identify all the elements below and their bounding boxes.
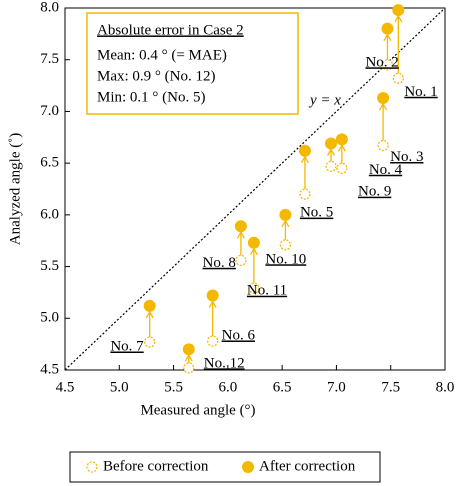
x-tick-label: 8.0 (436, 379, 455, 395)
before-point (248, 282, 260, 294)
legend (69, 451, 381, 483)
annotation-line: Mean: 0.4 ° (= MAE) (97, 47, 227, 63)
legend-marker (242, 461, 254, 473)
point-label: No. 10 (265, 251, 306, 267)
x-tick-label: 5.5 (164, 379, 183, 395)
after-point (335, 133, 348, 146)
y-tick-label: 6.0 (40, 206, 59, 222)
x-tick-label: 5.0 (110, 379, 129, 395)
after-point (182, 343, 195, 356)
point-label: No. 8 (203, 255, 236, 271)
reference-line (64, 7, 446, 371)
before-point (336, 162, 348, 174)
point-label: No. 5 (300, 205, 333, 221)
after-point (247, 236, 260, 249)
legend-marker (86, 461, 98, 473)
x-tick-label: 7.5 (381, 379, 400, 395)
x-tick-label: 4.5 (56, 379, 75, 395)
point-label: No. 11 (247, 283, 287, 299)
x-tick-label: 6.5 (273, 379, 292, 395)
after-point (377, 91, 390, 104)
point-label: No. 3 (390, 149, 423, 165)
after-point (234, 220, 247, 233)
before-point (235, 254, 247, 267)
point-label: No. 9 (358, 184, 391, 200)
annotation-title: Absolute error in Case 2 (97, 22, 244, 38)
after-point (206, 289, 219, 302)
before-point (381, 59, 394, 71)
y-tick-label: 7.0 (40, 103, 59, 119)
before-point (325, 160, 337, 172)
after-point (381, 22, 394, 35)
before-point (299, 188, 311, 200)
before-point (207, 335, 219, 347)
reference-line-label: y = x (308, 92, 341, 108)
point-label: No. 7 (110, 339, 144, 355)
y-tick-label: 5.5 (40, 258, 59, 274)
plot-frame (64, 7, 446, 371)
annotation-line: Max: 0.9 ° (No. 12) (97, 68, 215, 84)
arrow-head (249, 247, 258, 256)
after-point (143, 299, 156, 312)
before-point (279, 239, 292, 251)
after-point (298, 144, 311, 157)
before-point (377, 139, 389, 152)
point-label: No. 6 (222, 327, 256, 343)
legend-label: After correction (259, 458, 356, 474)
x-tick-label: 6.0 (218, 379, 237, 395)
x-axis-label: Measured angle (°) (140, 402, 255, 418)
y-tick-label: 5.0 (40, 310, 59, 326)
after-point (279, 208, 292, 221)
after-point (325, 137, 337, 150)
legend-label: Before correction (103, 458, 209, 474)
point-label: No. 12 (204, 355, 245, 371)
y-tick-label: 7.5 (40, 51, 59, 67)
annotation-box (86, 12, 299, 115)
before-point (144, 336, 156, 348)
y-axis-label: Analyzed angle (˚) (7, 133, 23, 245)
point-label: No. 2 (365, 54, 398, 70)
y-tick-label: 8.0 (40, 0, 59, 15)
arrow-head (379, 102, 388, 111)
annotation-line: Min: 0.1 ° (No. 5) (97, 89, 206, 105)
arrow-head (394, 14, 403, 23)
y-tick-label: 6.5 (40, 155, 59, 171)
before-point (392, 72, 404, 84)
y-tick-label: 4.5 (40, 361, 59, 377)
before-point (183, 362, 195, 374)
point-label: No. 4 (369, 162, 403, 178)
point-label: No. 1 (404, 84, 437, 100)
x-tick-label: 7.0 (327, 379, 346, 395)
after-point (392, 4, 405, 17)
